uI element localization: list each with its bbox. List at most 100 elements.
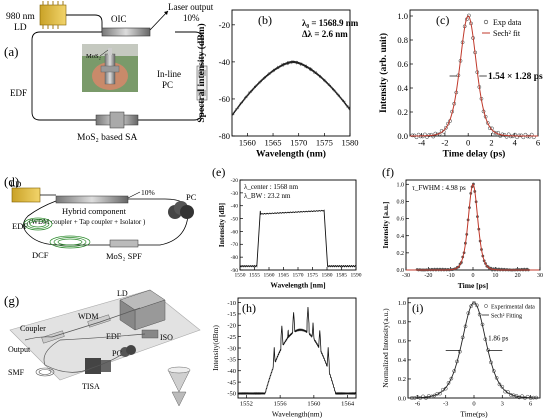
pc-label-1: In-line [157, 69, 181, 79]
bandwidth-annotation-e: λ_BW : 23.2 nm [244, 192, 291, 200]
y-tick-label: 0.4 [397, 234, 405, 240]
chart-plots: 1560 1565 1570 1575 1580-80-60-40-20Waveleng… [196, 9, 543, 418]
legend-label-exp-i: Experimental data [491, 305, 535, 311]
center-wavelength-annotation: λ₀ = 1568.9 nm [302, 18, 359, 28]
saturable-absorber [95, 111, 139, 129]
pump-ld-label-1: 980 nm [6, 12, 35, 22]
panel-d-schematic: (d) LD Hybrid component (WDM coupler + T… [4, 174, 197, 261]
panel-b-letter: (b) [258, 13, 272, 27]
panel-f-letter: (f) [382, 165, 394, 179]
y-axis-label: Intensity [a.u.] [381, 202, 390, 249]
pump-ld-label-2: LD [14, 23, 27, 33]
data-point [485, 121, 490, 125]
y-tick-label: -15 [227, 311, 236, 318]
iso-label: ISO [160, 333, 173, 342]
dcf-label: DCF [32, 250, 49, 260]
fwhm-annotation-i: 1.86 ps [488, 334, 509, 342]
panel-i-chart: -6 -3 0 3 6 0.0 0.2 0.4 0.6 0.8 1.0 Time(ps) Normali… [381, 297, 541, 418]
spectrum-series-b [231, 59, 351, 117]
panel-i-letter: (i) [412, 301, 423, 315]
y-tick-label: -20 [227, 323, 236, 330]
fwhm-annotation-f: τ_FWHM : 4.98 ps [412, 184, 466, 192]
y-axis-label: Intensity [dB] [217, 203, 226, 247]
legend-label-fit: Sech² fit [493, 29, 521, 38]
pc-label-d: PC [186, 192, 197, 202]
y-tick-label: -80 [231, 255, 239, 261]
data-point [452, 369, 457, 373]
y-tick-label: -60 [219, 94, 230, 104]
y-tick-label: 0.6 [397, 59, 408, 69]
polarization-controller-d [168, 201, 194, 219]
y-tick-label: 1.0 [397, 182, 405, 188]
fwhm-annotation: 1.54 × 1.28 ps [488, 72, 543, 82]
smf-coil [35, 367, 55, 377]
panel-f-frame [405, 179, 541, 271]
y-tick-label: 0.6 [397, 217, 405, 223]
panel-e-chart: 1550 1555 1560 1565 1570 1575 1580 1585 1590 -90 -… [212, 165, 362, 290]
y-tick-label: 0.0 [398, 395, 406, 402]
legend-label-exp: Exp data [493, 18, 522, 27]
mos2-spf [109, 239, 139, 248]
fiber-path-g [24, 307, 146, 373]
dcf-spool [49, 235, 91, 249]
x-tick-label: 1560 [239, 138, 256, 148]
y-tick-label: -20 [231, 178, 239, 184]
data-point [474, 303, 479, 308]
tisa-label: TISA [82, 382, 100, 391]
y-tick-label: -20 [219, 20, 230, 30]
y-tick-label: 0.2 [398, 376, 406, 383]
edf-spool [23, 217, 53, 231]
y-tick-label: -10 [227, 300, 236, 307]
output-label-1: Laser output [168, 2, 214, 12]
panel-g-letter: (g) [4, 293, 19, 308]
hybrid-sub: (WDM coupler + Tap coupler + Isolator ) [29, 218, 146, 226]
x-tick-label: 1565 [265, 138, 282, 148]
y-tick-label: -50 [227, 391, 236, 398]
x-tick-label: 1585 [336, 273, 347, 279]
panel-a-letter: (a) [4, 44, 18, 59]
smf-label: SMF [8, 368, 25, 377]
y-tick-label: 0.8 [397, 35, 408, 45]
y-axis-label: Normalized Intensity(a.u.) [381, 308, 390, 388]
x-tick-label: 1564 [341, 401, 355, 408]
data-point [412, 133, 417, 138]
x-tick-label: 1560 [307, 401, 320, 408]
pc-label-g: PC [112, 349, 122, 358]
data-point [420, 134, 425, 139]
y-tick-label: 0.0 [397, 131, 408, 141]
data-point [449, 376, 454, 381]
y-tick-label: -30 [227, 345, 236, 352]
x-tick-label: 0 [472, 401, 475, 408]
panel-h-letter: (h) [242, 301, 256, 315]
x-tick-label: 1575 [316, 138, 333, 148]
photo-inset [82, 44, 138, 92]
legend-label-fit-i: Sech² Fitting [491, 314, 522, 320]
y-tick-label: 0.8 [397, 200, 405, 206]
fit-series-f [406, 183, 540, 271]
wdm-label: WDM [78, 312, 98, 321]
y-tick-label: -60 [231, 229, 239, 235]
y-tick-label: -40 [219, 57, 230, 67]
x-tick-label: -3 [443, 401, 448, 408]
x-tick-label: 1575 [307, 273, 318, 279]
x-tick-label: 1555 [249, 273, 260, 279]
x-tick-label: 0 [466, 138, 470, 148]
x-tick-label: 20 [515, 273, 521, 279]
data-point [472, 300, 476, 305]
x-tick-label: 1560 [264, 273, 275, 279]
x-tick-label: 4 [513, 138, 518, 148]
x-tick-label: -4 [418, 138, 426, 148]
y-tick-label: 0.2 [397, 107, 408, 117]
x-tick-label: 1550 [235, 273, 246, 279]
y-axis-label: Spectral intensity (dBm) [196, 23, 207, 122]
x-tick-label: -2 [441, 138, 448, 148]
x-axis-label: Time [ps] [458, 281, 489, 290]
hybrid-title: Hybrid component [62, 206, 127, 216]
oic-component [101, 27, 151, 37]
y-tick-label: 0.0 [397, 268, 405, 274]
x-tick-label: 30 [537, 273, 543, 279]
y-tick-label: -70 [231, 242, 239, 248]
y-tick-label: -30 [231, 191, 239, 197]
spf-label: MoS₂ SPF [106, 251, 142, 261]
data-point [469, 304, 474, 308]
